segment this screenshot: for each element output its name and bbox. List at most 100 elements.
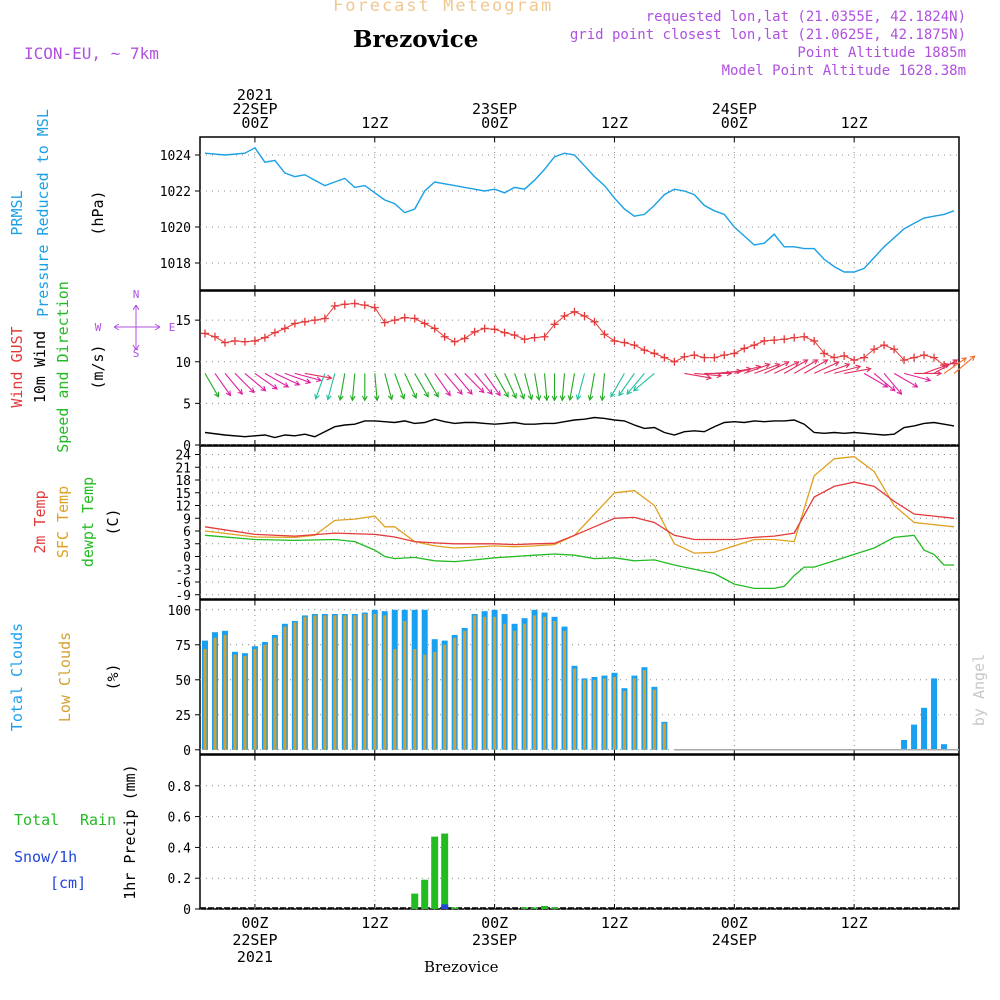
y-tick-label: -6 bbox=[175, 576, 191, 591]
low-clouds-bar bbox=[582, 679, 586, 750]
gust-marker bbox=[910, 353, 919, 362]
gust-marker bbox=[410, 314, 419, 323]
compass-rose-icon bbox=[113, 304, 161, 351]
rain-bar bbox=[541, 905, 549, 909]
requested-coords: requested lon,lat (21.0355E, 42.1824N) bbox=[645, 9, 966, 25]
gust-marker bbox=[900, 356, 909, 365]
gust-marker bbox=[800, 332, 809, 341]
compass-west: W bbox=[95, 321, 102, 334]
low-clouds-bar bbox=[423, 654, 427, 750]
gust-marker bbox=[700, 353, 709, 362]
model-label: ICON-EU, ~ 7km bbox=[24, 44, 159, 63]
x-axis-top-label: 00Z bbox=[481, 114, 508, 132]
gust-line bbox=[204, 302, 955, 366]
wind-direction-arrow bbox=[234, 373, 255, 394]
closest-coords: grid point closest lon,lat (21.0625E, 42… bbox=[569, 27, 966, 43]
low-clouds-bar bbox=[443, 644, 447, 750]
wind-direction-arrow bbox=[474, 373, 493, 395]
low-clouds-bar bbox=[642, 670, 646, 750]
wind-direction-arrow bbox=[494, 373, 509, 398]
total-clouds-bar bbox=[931, 678, 938, 750]
low-clouds-bar bbox=[513, 630, 517, 750]
gust-marker bbox=[580, 311, 589, 320]
y-tick-label: 1024 bbox=[160, 149, 191, 164]
low-clouds-bar bbox=[652, 689, 656, 750]
y-tick-label: 0.8 bbox=[168, 780, 191, 795]
total-clouds-bar bbox=[901, 740, 908, 750]
gust-marker bbox=[240, 337, 249, 346]
wind-direction-arrow bbox=[914, 370, 943, 377]
total-clouds-label: Total Clouds bbox=[8, 623, 26, 731]
gust-marker bbox=[270, 328, 279, 337]
y-tick-label: 18 bbox=[175, 474, 191, 489]
sfc-temp-line bbox=[204, 455, 955, 554]
gust-marker bbox=[780, 335, 789, 344]
pressure-label: PRMSL bbox=[8, 190, 26, 235]
wind-direction-arrow bbox=[953, 355, 976, 374]
gust-marker bbox=[370, 303, 379, 312]
compass-north: N bbox=[133, 288, 140, 301]
low-clouds-bar bbox=[293, 622, 297, 750]
wind-direction-arrow bbox=[284, 372, 312, 384]
dewpt-temp-line bbox=[204, 534, 954, 590]
gust-marker bbox=[250, 336, 259, 345]
gust-marker bbox=[390, 316, 399, 325]
gust-marker bbox=[480, 324, 489, 333]
x-axis-bottom-label: 12Z bbox=[361, 914, 388, 932]
wind-direction-arrow bbox=[567, 373, 576, 402]
wind-direction-arrow bbox=[254, 372, 278, 390]
2m-temp-line bbox=[204, 481, 955, 546]
wind-direction-arrow bbox=[744, 362, 771, 374]
low-clouds-bar bbox=[393, 649, 397, 750]
gust-marker bbox=[610, 336, 619, 345]
gust-marker bbox=[230, 336, 239, 345]
gust-marker bbox=[360, 301, 369, 310]
sfc-temp-label: SFC Temp bbox=[54, 486, 72, 558]
pressure-line bbox=[204, 146, 955, 273]
temp-unit: (C) bbox=[104, 508, 122, 535]
wind-direction-arrow bbox=[349, 373, 356, 402]
low-clouds-bar bbox=[533, 615, 537, 750]
wind-direction-arrow bbox=[524, 373, 534, 401]
wind-direction-arrow bbox=[404, 373, 418, 399]
gust-marker bbox=[470, 327, 479, 336]
gust-marker bbox=[450, 337, 459, 346]
rain-bar bbox=[531, 907, 539, 909]
wind-direction-arrow bbox=[559, 373, 566, 402]
wind-direction-arrow bbox=[361, 373, 368, 402]
x-axis-bottom-label: 2021 bbox=[237, 948, 273, 966]
wind-direction-arrow bbox=[793, 359, 819, 374]
low-clouds-bar bbox=[333, 615, 337, 750]
low-clouds-bar bbox=[343, 615, 347, 750]
low-clouds-bar bbox=[373, 614, 377, 750]
gust-marker bbox=[650, 349, 659, 358]
low-clouds-bar bbox=[473, 615, 477, 750]
panel-frame-4 bbox=[199, 754, 960, 910]
gust-marker bbox=[460, 334, 469, 343]
y-tick-label: 0 bbox=[183, 903, 191, 918]
y-tick-label: 25 bbox=[175, 709, 191, 724]
rain-bar bbox=[451, 907, 459, 909]
wind-direction-arrow bbox=[314, 373, 326, 400]
wind-direction-arrow bbox=[626, 373, 645, 395]
gust-marker bbox=[870, 345, 879, 354]
wind-direction-arrow bbox=[326, 373, 336, 401]
gust-marker bbox=[810, 336, 819, 345]
low-clouds-bar bbox=[553, 621, 557, 750]
y-tick-label: 0.6 bbox=[168, 811, 191, 826]
gust-marker bbox=[560, 311, 569, 320]
wind-direction-arrow bbox=[943, 357, 968, 374]
rain-bar bbox=[421, 879, 429, 909]
low-clouds-bar bbox=[323, 615, 327, 750]
x-axis-top-label: 22SEP bbox=[232, 100, 277, 118]
y-tick-label: 5 bbox=[183, 397, 191, 412]
low-clouds-bar bbox=[383, 615, 387, 750]
low-clouds-bar bbox=[543, 616, 547, 750]
low-clouds-bar bbox=[433, 651, 437, 750]
gust-marker bbox=[880, 341, 889, 350]
gust-marker bbox=[860, 353, 869, 362]
gust-marker bbox=[660, 353, 669, 362]
wind-direction-arrow bbox=[454, 373, 473, 395]
